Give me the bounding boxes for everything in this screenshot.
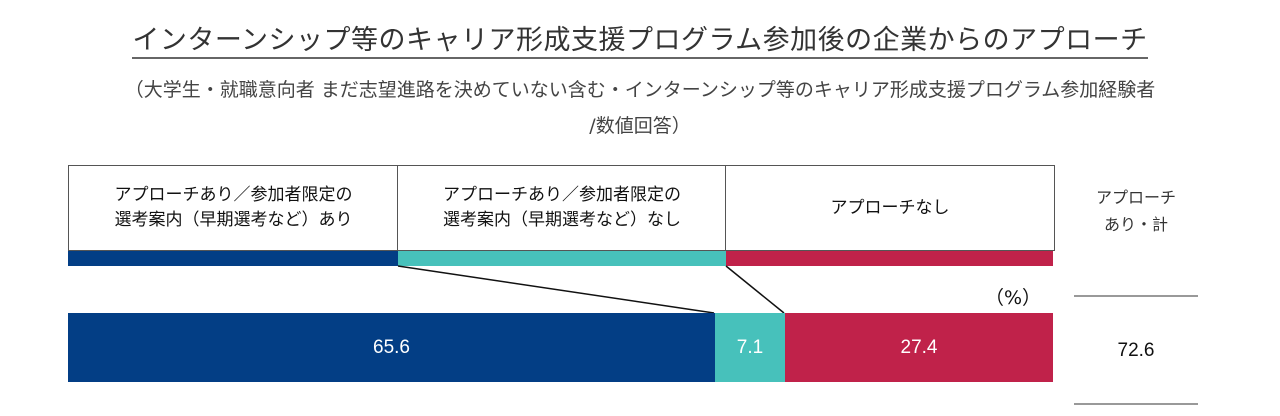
legend-label-line2: 選考案内（早期選考など）なし [443, 210, 681, 230]
legend-label-line1: アプローチあり／参加者限定の [443, 185, 681, 205]
legend-swatch-crimson [726, 251, 1053, 266]
chart-title-text: インターンシップ等のキャリア形成支援プログラム参加後の企業からのアプローチ [132, 25, 1148, 59]
total-header-line1: アプローチ [1095, 188, 1176, 207]
subtitle-line-2: /数値回答） [589, 115, 691, 137]
total-header-line2: あり・計 [1103, 215, 1168, 234]
total-value: 72.6 [1117, 340, 1155, 361]
total-top-rule [1074, 295, 1198, 297]
bar-segment-approach-without-early-selection: 7.1 [715, 313, 785, 382]
total-bottom-rule [1074, 403, 1198, 405]
chart-title: インターンシップ等のキャリア形成支援プログラム参加後の企業からのアプローチ [0, 18, 1280, 59]
legend-label: アプローチなし [830, 197, 950, 218]
legend-swatch-teal [398, 251, 726, 266]
legend-box-approach-with-early-selection: アプローチあり／参加者限定の 選考案内（早期選考など）あり [68, 165, 399, 251]
bar-value: 7.1 [736, 336, 764, 358]
bar-segment-no-approach: 27.4 [785, 313, 1053, 382]
legend-box-no-approach: アプローチなし [725, 165, 1055, 251]
chart-subtitle: （大学生・就職意向者 まだ志望進路を決めていない含む・インターンシップ等のキャリ… [0, 72, 1280, 144]
bar-value: 65.6 [373, 336, 410, 358]
legend-label-line1: アプローチあり／参加者限定の [114, 185, 353, 205]
total-column-header: アプローチ あり・計 [1074, 184, 1198, 238]
bar-value: 27.4 [900, 336, 938, 358]
legend-box-approach-without-early-selection: アプローチあり／参加者限定の 選考案内（早期選考など）なし [397, 165, 727, 251]
subtitle-line-1: （大学生・就職意向者 まだ志望進路を決めていない含む・インターンシップ等のキャリ… [124, 79, 1156, 101]
legend-label-line2: 選考案内（早期選考など）あり [114, 210, 353, 230]
bar-segment-approach-with-early-selection: 65.6 [68, 313, 715, 382]
legend-swatch-navy [68, 251, 398, 266]
unit-label: （%） [985, 287, 1042, 309]
